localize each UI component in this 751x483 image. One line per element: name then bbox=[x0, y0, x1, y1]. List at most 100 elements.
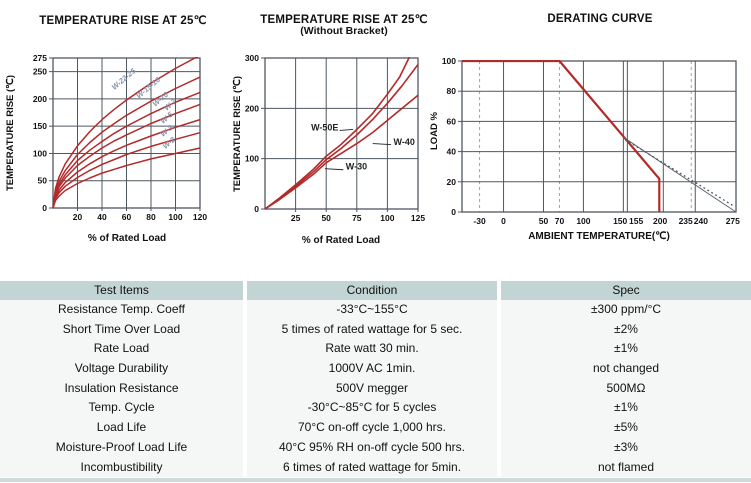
table-cell: 500V megger bbox=[247, 378, 497, 399]
table-cell: not flamed bbox=[501, 457, 751, 478]
y-tick-label: 0 bbox=[42, 203, 47, 213]
table-row: Load Life 70°C on-off cycle 1,000 hrs. ±5% bbox=[0, 418, 751, 438]
x-tick-label: 235 bbox=[679, 216, 693, 226]
series-W-50E bbox=[264, 57, 411, 210]
y-axis-title: TEMPERATURE RISE (℃) bbox=[232, 76, 243, 192]
x-axis-title: % of Rated Load bbox=[302, 235, 380, 246]
table-cell: -33°C~155°C bbox=[247, 300, 497, 320]
y-axis-title: TEMPERATURE RISE (℃) bbox=[5, 75, 16, 191]
curve-label-W-3: W-3 bbox=[158, 123, 175, 139]
column-gap bbox=[497, 359, 501, 379]
x-tick-label: 100 bbox=[380, 213, 394, 223]
column-gap bbox=[497, 281, 501, 300]
table-cell: 1000V AC 1min. bbox=[247, 359, 497, 379]
x-tick-label: 25 bbox=[291, 213, 301, 223]
table-cell: Rate Load bbox=[0, 339, 243, 360]
x-tick-label: 20 bbox=[73, 212, 83, 222]
x-tick-label: 155 bbox=[629, 216, 643, 226]
x-tick-label: 60 bbox=[122, 212, 132, 222]
table-row: Rate Load Rate watt 30 min. ±1% bbox=[0, 339, 751, 360]
y-tick-label: 50 bbox=[38, 176, 48, 186]
column-gap bbox=[243, 457, 247, 478]
x-tick-label: -30 bbox=[473, 216, 486, 226]
label-leader-line bbox=[324, 168, 344, 171]
chart1-title: TEMPERATURE RISE AT 25℃ bbox=[39, 15, 207, 27]
table-header-row: Test Items Condition Spec bbox=[0, 281, 751, 300]
series-extended-derating-dotted bbox=[624, 138, 734, 207]
series-W-7 bbox=[52, 103, 201, 209]
y-tick-label: 80 bbox=[447, 86, 457, 96]
table-cell: Moisture-Proof Load Life bbox=[0, 437, 243, 458]
table-row: Insulation Resistance 500V megger 500MΩ bbox=[0, 378, 751, 399]
series-W-5 bbox=[52, 118, 201, 209]
column-gap bbox=[243, 378, 247, 399]
table-cell: ±5% bbox=[501, 418, 751, 438]
chart2-subtitle: (Without Bracket) bbox=[300, 25, 388, 37]
column-gap bbox=[243, 359, 247, 379]
col-header-spec: Spec bbox=[501, 281, 751, 300]
table-cell: Incombustibility bbox=[0, 457, 243, 478]
plot-border bbox=[461, 60, 737, 213]
chart3-title: DERATING CURVE bbox=[547, 13, 653, 25]
column-gap bbox=[243, 300, 247, 320]
column-gap bbox=[497, 300, 501, 320]
column-gap bbox=[243, 319, 247, 340]
table-row: Temp. Cycle -30°C~85°C for 5 cycles ±1% bbox=[0, 398, 751, 419]
chart2-title: TEMPERATURE RISE AT 25℃ bbox=[260, 14, 428, 26]
table-cell: ±1% bbox=[501, 339, 751, 360]
table-cell: -30°C~85°C for 5 cycles bbox=[247, 398, 497, 419]
y-tick-label: 250 bbox=[33, 67, 47, 77]
x-tick-label: 40 bbox=[97, 212, 107, 222]
table-cell: Temp. Cycle bbox=[0, 398, 243, 419]
column-gap bbox=[243, 437, 247, 458]
x-tick-label: 0 bbox=[501, 216, 506, 226]
column-gap bbox=[243, 418, 247, 438]
table-bottom-bar bbox=[0, 478, 751, 483]
col-header-test-items: Test Items bbox=[0, 281, 243, 300]
chart-2: 0 20 40 60 80 100 -30 0 50 70 100 150 155 200 235 240 27… bbox=[429, 56, 740, 242]
y-tick-label: 40 bbox=[447, 147, 457, 157]
table-cell: 500MΩ bbox=[501, 378, 751, 399]
table-cell: 40°C 95% RH on-off cycle 500 hrs. bbox=[247, 437, 497, 458]
x-tick-label: 240 bbox=[694, 216, 708, 226]
y-axis-title: LOAD % bbox=[429, 111, 440, 150]
series-W-3 bbox=[52, 131, 201, 209]
curve-label-W-50E: W-50E bbox=[311, 122, 338, 132]
table-cell: Voltage Durability bbox=[0, 359, 243, 379]
y-tick-label: 200 bbox=[33, 94, 47, 104]
x-axis-title: % of Rated Load bbox=[88, 233, 166, 244]
curve-label-W-30: W-30 bbox=[346, 162, 367, 172]
y-tick-label: 275 bbox=[33, 53, 47, 63]
series-W-15-16 bbox=[52, 76, 201, 209]
series-W-2 bbox=[52, 147, 201, 209]
table-row: Voltage Durability 1000V AC 1min. not chan… bbox=[0, 359, 751, 379]
plot-border bbox=[264, 57, 419, 210]
x-tick-label: 275 bbox=[726, 216, 740, 226]
x-tick-label: 120 bbox=[193, 212, 207, 222]
curve-label-W-5: W-5 bbox=[158, 109, 175, 125]
y-tick-label: 20 bbox=[447, 177, 457, 187]
column-gap bbox=[497, 398, 501, 419]
x-tick-label: 50 bbox=[321, 213, 331, 223]
chart-0: 0 50 100 150 200 250 275 20 40 60 80 100 120 W-22-25 W… bbox=[5, 53, 207, 244]
col-header-condition: Condition bbox=[247, 281, 497, 300]
y-tick-label: 0 bbox=[254, 204, 259, 214]
series-derating-load bbox=[462, 60, 661, 212]
column-gap bbox=[497, 378, 501, 399]
table-cell: Short Time Over Load bbox=[0, 319, 243, 340]
y-tick-label: 100 bbox=[442, 56, 456, 66]
x-tick-label: 80 bbox=[146, 212, 156, 222]
x-tick-label: 100 bbox=[168, 212, 182, 222]
table-cell: Insulation Resistance bbox=[0, 378, 243, 399]
label-leader-line bbox=[372, 143, 392, 146]
table-row: Resistance Temp. Coeff -33°C~155°C ±300 pp… bbox=[0, 300, 751, 320]
y-tick-label: 150 bbox=[33, 121, 47, 131]
column-gap bbox=[243, 281, 247, 300]
table-body: Resistance Temp. Coeff -33°C~155°C ±300 pp… bbox=[0, 300, 751, 478]
column-gap bbox=[497, 418, 501, 438]
x-tick-label: 125 bbox=[411, 213, 425, 223]
table-cell: Load Life bbox=[0, 418, 243, 438]
curve-label-W-40: W-40 bbox=[394, 137, 415, 147]
table-cell: Resistance Temp. Coeff bbox=[0, 300, 243, 320]
